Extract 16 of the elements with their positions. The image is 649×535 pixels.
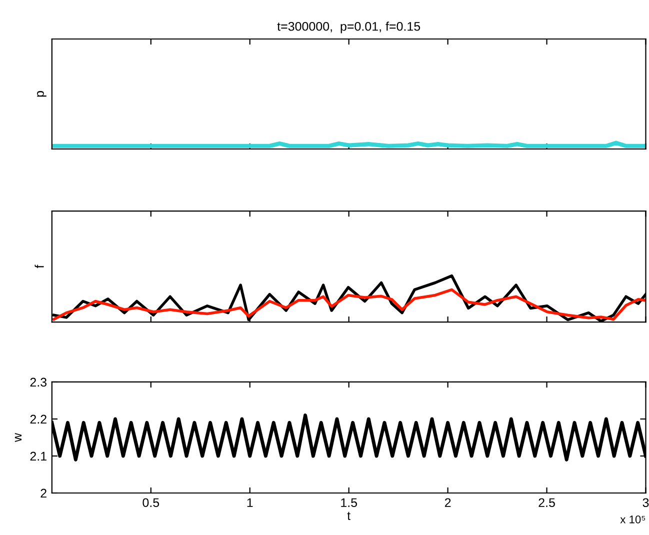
- x-tick-label: 1: [247, 498, 253, 507]
- chart-title: t=300000, p=0.01, f=0.15: [277, 22, 420, 34]
- x-tick-label: 2.5: [538, 498, 555, 508]
- y-tick-label: 2.2: [30, 414, 46, 424]
- y-axis-title: f: [34, 264, 44, 268]
- x-tick-label: 1.5: [341, 498, 358, 508]
- x-tick-label: 0.5: [142, 498, 160, 508]
- y-tick-label: 2.1: [30, 452, 46, 461]
- x-tick-label: 2: [444, 498, 451, 507]
- y-tick-label: 2: [40, 488, 46, 498]
- y-axis-title: w: [14, 432, 22, 442]
- x-tick-label: 3: [642, 498, 649, 508]
- y-axis-title: p: [37, 91, 46, 97]
- x-axis-title: t: [347, 512, 350, 520]
- y-tick-label: 2.3: [30, 378, 47, 387]
- text: x 10⁵: [620, 516, 646, 524]
